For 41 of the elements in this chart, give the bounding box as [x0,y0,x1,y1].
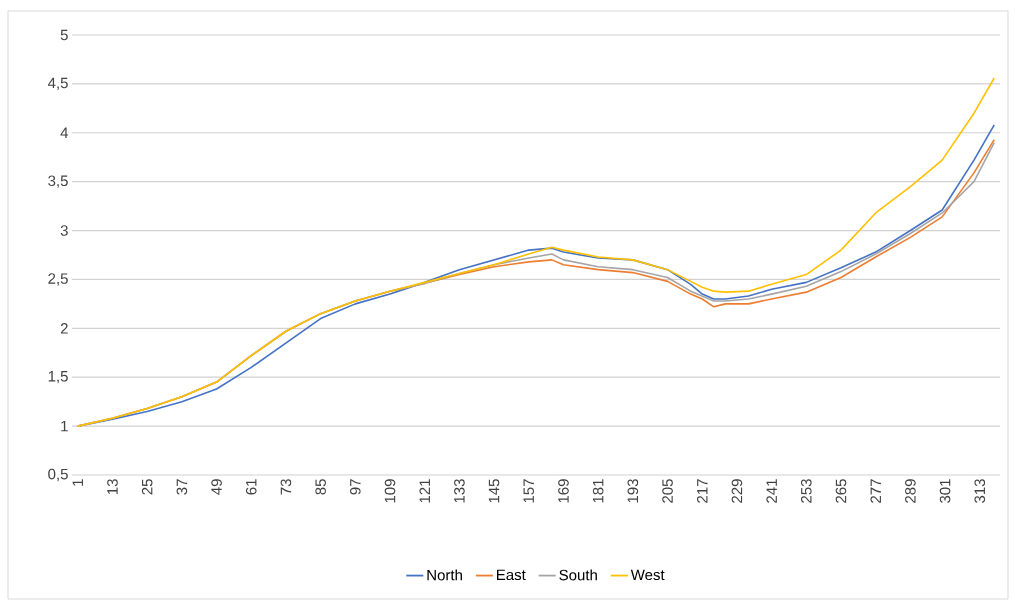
y-tick-label: 2 [60,323,68,334]
y-tick-label: 0,5 [48,468,68,482]
x-tick-label: 217 [696,479,708,503]
x-tick-label: 133 [454,479,465,503]
legend-label: South [559,569,597,581]
y-tick-label: 1 [61,420,68,432]
y-tick-label: 4,5 [47,77,68,90]
y-tick-label: 4 [60,127,69,138]
legend-label: East [497,569,526,581]
x-tick-label: 61 [245,479,257,495]
x-tick-label: 241 [766,479,777,503]
x-tick-label: 169 [558,479,569,503]
x-tick-label: 205 [662,479,673,503]
x-tick-label: 193 [627,479,639,503]
x-tick-label: 37 [176,479,188,495]
x-tick-label: 13 [107,479,118,495]
x-tick-label: 1 [72,479,83,486]
x-tick-label: 313 [974,479,986,503]
x-tick-label: 301 [939,479,951,503]
x-tick-label: 121 [419,479,430,503]
x-tick-label: 253 [800,479,812,503]
x-tick-label: 97 [350,479,361,495]
y-tick-label: 3 [60,225,68,236]
x-tick-label: 25 [141,479,153,495]
legend-label: West [630,569,665,581]
y-tick-label: 5 [60,29,68,41]
x-tick-label: 157 [523,479,534,503]
y-tick-label: 1,5 [48,371,68,384]
x-tick-label: 109 [384,479,396,503]
x-tick-label: 277 [870,479,881,503]
y-tick-label: 2,5 [48,273,68,286]
legend-label: North [427,569,462,581]
x-tick-label: 229 [731,479,743,503]
x-tick-label: 265 [835,479,847,503]
x-tick-label: 85 [315,479,326,495]
x-tick-label: 289 [905,479,916,503]
x-tick-label: 145 [488,479,500,503]
x-tick-label: 181 [592,479,604,503]
x-tick-label: 49 [211,479,222,495]
x-tick-label: 73 [280,479,292,495]
y-tick-label: 3,5 [48,175,68,188]
